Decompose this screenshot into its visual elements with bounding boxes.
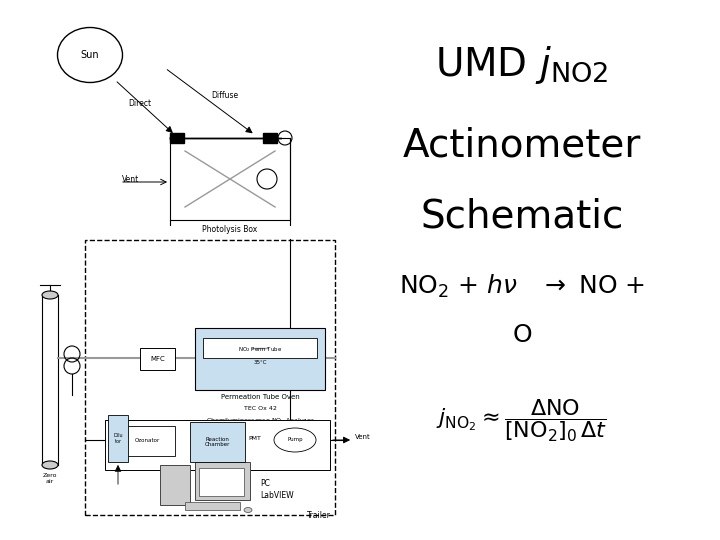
Text: O: O xyxy=(512,323,532,347)
Ellipse shape xyxy=(274,428,316,452)
Text: LabVIEW: LabVIEW xyxy=(260,491,294,501)
Text: Direct: Direct xyxy=(128,98,152,107)
Bar xyxy=(108,415,128,462)
Bar xyxy=(160,465,190,505)
Ellipse shape xyxy=(58,28,122,83)
Text: Ozonator: Ozonator xyxy=(135,438,160,443)
Ellipse shape xyxy=(42,291,58,299)
Bar xyxy=(140,348,175,370)
Text: Zero
air: Zero air xyxy=(42,473,58,484)
Bar xyxy=(263,133,277,143)
Bar xyxy=(199,468,244,496)
Bar xyxy=(195,462,250,500)
Text: Diffuse: Diffuse xyxy=(212,91,238,99)
Bar xyxy=(195,328,325,390)
Text: TEC Ox 42: TEC Ox 42 xyxy=(243,406,276,411)
Bar xyxy=(85,240,335,515)
Text: Chemiluminescence NO$_x$ Analyzer: Chemiluminescence NO$_x$ Analyzer xyxy=(206,416,315,425)
Text: Actinometer: Actinometer xyxy=(402,127,642,165)
Bar xyxy=(170,133,184,143)
Text: $j_{\mathrm{NO_2}} \approx \dfrac{\Delta\mathrm{NO}}{[\mathrm{NO_2}]_0\,\Delta t: $j_{\mathrm{NO_2}} \approx \dfrac{\Delta… xyxy=(436,398,608,444)
Bar xyxy=(105,420,330,470)
Bar xyxy=(203,338,317,358)
Text: NO$_2$ + $h\nu$   $\rightarrow$ NO +: NO$_2$ + $h\nu$ $\rightarrow$ NO + xyxy=(399,273,645,300)
Text: Trailer: Trailer xyxy=(307,511,331,520)
Text: 35°C: 35°C xyxy=(253,361,266,366)
Text: Dilu
tor: Dilu tor xyxy=(113,433,123,444)
Text: PMT: PMT xyxy=(248,435,261,441)
Ellipse shape xyxy=(42,461,58,469)
Text: PC: PC xyxy=(260,478,270,488)
Bar xyxy=(170,138,290,220)
Text: Pump: Pump xyxy=(287,437,303,442)
Text: Sun: Sun xyxy=(81,50,99,60)
Ellipse shape xyxy=(244,508,252,512)
Text: Vent: Vent xyxy=(122,175,139,184)
Bar xyxy=(185,502,240,510)
Text: UMD $\mathit{j}_{\mathrm{NO2}}$: UMD $\mathit{j}_{\mathrm{NO2}}$ xyxy=(436,44,608,86)
Text: MFC: MFC xyxy=(150,356,165,362)
Text: Reaction
Chamber: Reaction Chamber xyxy=(204,437,230,448)
Bar xyxy=(120,426,175,456)
Text: Schematic: Schematic xyxy=(420,197,624,235)
Text: Vent: Vent xyxy=(355,434,371,440)
Text: Permeation Tube Oven: Permeation Tube Oven xyxy=(220,394,300,400)
Text: Photolysis Box: Photolysis Box xyxy=(202,225,258,234)
Text: NO$_2$ Perm Tube: NO$_2$ Perm Tube xyxy=(238,346,282,354)
Bar xyxy=(190,422,245,462)
